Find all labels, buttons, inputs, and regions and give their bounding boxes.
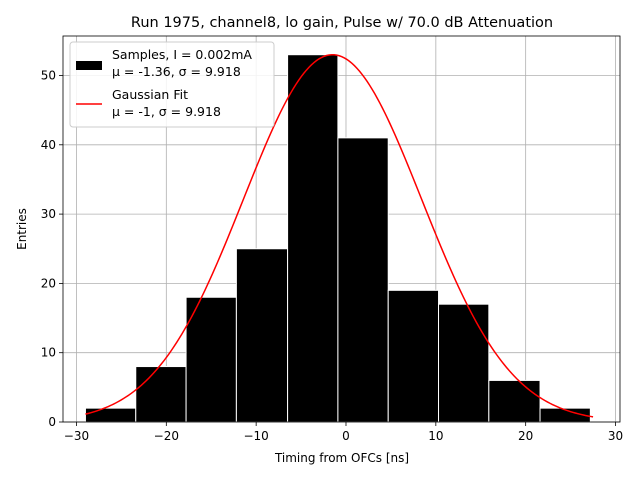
y-tick-label: 0 <box>48 415 56 429</box>
plot-frame <box>62 35 621 423</box>
y-tick-label: 10 <box>41 346 56 360</box>
legend-box <box>69 41 275 128</box>
legend-fit-line1: Gaussian Fit <box>112 87 188 102</box>
histogram-bar <box>337 137 389 423</box>
x-tick-label: −10 <box>243 429 268 443</box>
y-tick-label: 30 <box>41 207 56 221</box>
x-tick-label: −20 <box>154 429 179 443</box>
gaussian-fit-curve <box>85 53 594 418</box>
y-axis-ticks: 0 10 20 30 40 50 <box>41 69 63 429</box>
histogram-bar <box>287 54 339 423</box>
legend-samples-swatch <box>76 61 102 70</box>
histogram-bar <box>135 366 187 423</box>
legend: Samples, I = 0.002mA μ = -1.36, σ = 9.91… <box>69 41 275 128</box>
histogram-bars <box>84 54 591 423</box>
y-tick-label: 20 <box>41 276 56 290</box>
legend-samples-line2: μ = -1.36, σ = 9.918 <box>112 64 241 79</box>
x-tick-label: 10 <box>428 429 443 443</box>
y-axis-label: Entries <box>15 208 29 250</box>
histogram-bar <box>488 379 541 423</box>
chart-title: Run 1975, channel8, lo gain, Pulse w/ 70… <box>131 15 553 31</box>
histogram-bar <box>84 407 137 423</box>
legend-samples-line1: Samples, I = 0.002mA <box>112 47 252 62</box>
histogram-bar <box>387 289 440 423</box>
x-tick-label: 30 <box>608 429 623 443</box>
legend-fit-line2: μ = -1, σ = 9.918 <box>112 104 221 119</box>
x-tick-label: 20 <box>518 429 533 443</box>
x-tick-label: 0 <box>342 429 350 443</box>
x-tick-label: −30 <box>64 429 89 443</box>
x-axis-label: Timing from OFCs [ns] <box>274 451 409 465</box>
histogram-bar <box>185 296 237 423</box>
y-tick-label: 40 <box>41 138 56 152</box>
histogram-bar <box>235 248 289 423</box>
histogram-bar <box>438 303 490 423</box>
x-axis-ticks: −30 −20 −10 0 10 20 30 <box>64 422 623 443</box>
y-tick-label: 50 <box>41 69 56 83</box>
